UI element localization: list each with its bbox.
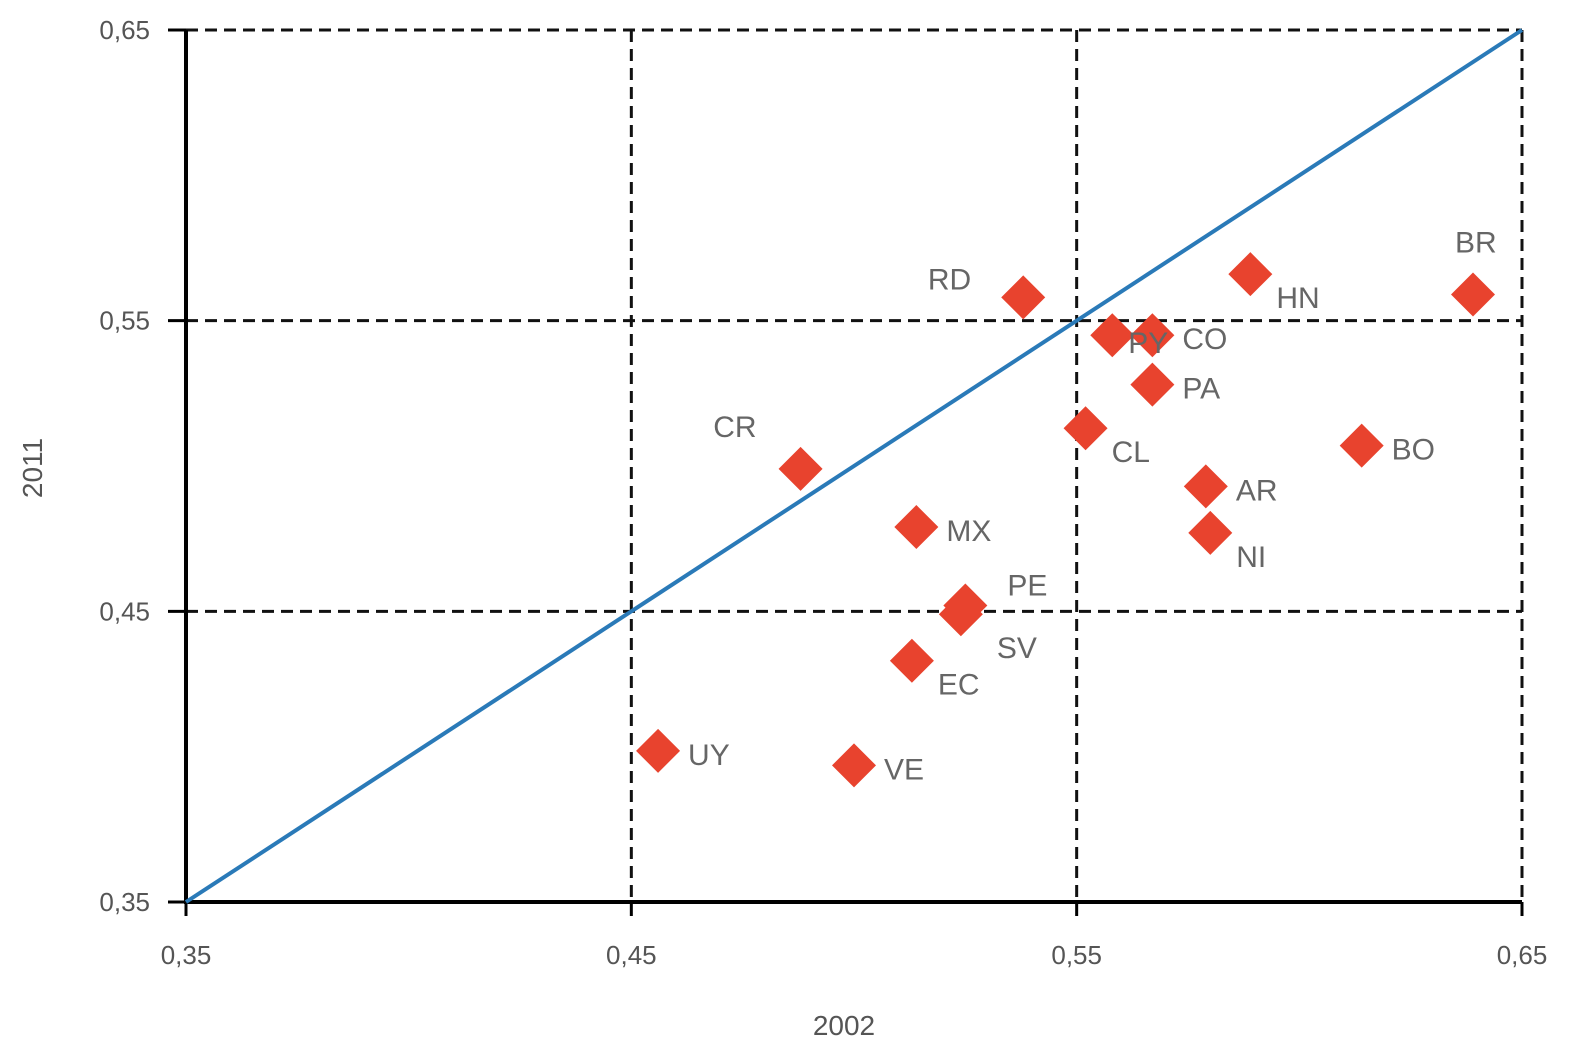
y-axis-title: 2011 [17,438,48,498]
data-point-ec [889,638,934,683]
y-tick-label: 0,65 [99,15,150,45]
x-tick-label: 0,65 [1497,940,1548,970]
data-point-cl [1063,406,1108,451]
data-point-br [1451,272,1496,317]
y-tick-label: 0,55 [99,306,150,336]
data-point-sv [938,592,983,637]
point-label-ve: VE [884,753,924,786]
tick-labels: 0,35 0,45 0,55 0,65 0,35 0,45 0,55 0,65 [99,15,1547,970]
data-point-ni [1188,510,1233,555]
data-point-hn [1228,252,1273,297]
point-labels: BR HN RD PY CO PA CL BO CR AR MX NI PE SV EC UY VE [688,227,1497,787]
y-tick-label: 0,45 [99,596,150,626]
x-tick-label: 0,45 [606,940,657,970]
data-point-rd [1001,275,1046,320]
point-label-cr: CR [713,411,756,444]
axes [168,28,1524,916]
point-label-sv: SV [997,632,1037,665]
data-point-uy [636,728,681,773]
point-label-ni: NI [1236,541,1266,574]
point-label-py: PY [1128,327,1168,360]
point-label-co: CO [1182,323,1227,356]
data-points [636,252,1496,788]
point-label-bo: BO [1392,434,1435,467]
x-axis-title: 2002 [813,1010,875,1041]
point-label-rd: RD [928,263,971,296]
point-label-hn: HN [1276,282,1319,315]
x-tick-label: 0,35 [161,940,212,970]
x-tick-label: 0,55 [1051,940,1102,970]
data-point-cr [778,446,823,491]
data-point-co [1130,313,1175,358]
diagonal-reference-line [184,28,1524,904]
point-label-ar: AR [1236,474,1278,507]
data-point-pa [1130,362,1175,407]
point-label-ec: EC [938,669,980,702]
data-point-ve [832,743,876,788]
data-point-mx [894,505,939,550]
point-label-cl: CL [1112,436,1150,469]
y-tick-label: 0,35 [99,887,150,917]
point-label-pe: PE [1007,570,1047,603]
point-label-mx: MX [946,515,991,548]
grid-lines [186,28,1524,902]
data-point-ar [1183,464,1228,509]
point-label-br: BR [1455,227,1497,260]
data-point-py [1090,313,1135,358]
point-label-uy: UY [688,739,730,772]
point-label-pa: PA [1182,373,1220,406]
data-point-bo [1339,423,1384,468]
